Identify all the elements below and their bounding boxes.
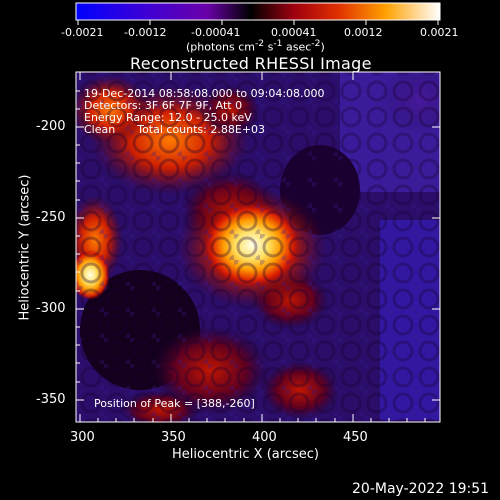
colorbar-units: (photons cm-2 s-1 asec-2)	[186, 38, 325, 54]
annotation-peak-position: Position of Peak = [388,-260]	[94, 397, 255, 410]
y-tick-label-minus300: -300	[36, 301, 66, 316]
y-tick-label-minus250: -250	[36, 210, 66, 225]
plot-frame	[75, 71, 441, 423]
x-axis-ticks	[79, 72, 426, 422]
colorbar-tick-6: 0.0021	[420, 26, 459, 39]
annotation-method: Clean	[84, 123, 116, 136]
x-tick-label-450: 450	[343, 430, 368, 445]
x-tick-label-350: 350	[161, 430, 186, 445]
annotation-energy-range: Energy Range: 12.0 - 25.0 keV	[84, 111, 252, 124]
annotation-total-counts: Total counts: 2.88E+03	[137, 123, 266, 136]
colorbar-tick-4: 0.00041	[271, 26, 317, 39]
colorbar-gradient	[75, 2, 441, 21]
x-tick-label-300: 300	[70, 430, 95, 445]
colorbar-tick-3: -0.00041	[191, 26, 241, 39]
colorbar-tick-1: -0.0021	[61, 26, 104, 39]
colorbar-tick-2: -0.0012	[124, 26, 167, 39]
y-tick-label-minus350: -350	[36, 392, 66, 407]
y-axis-label: Heliocentric Y (arcsec)	[17, 174, 33, 321]
image-pixels	[76, 72, 440, 422]
annotation-time-range: 19-Dec-2014 08:58:08.000 to 09:04:08.000	[84, 87, 325, 100]
generation-timestamp: 20-May-2022 19:51	[352, 481, 490, 497]
y-axis-ticks	[76, 90, 440, 401]
annotation-block: 19-Dec-2014 08:58:08.000 to 09:04:08.000…	[84, 88, 325, 136]
colorbar-tick-5: 0.0012	[344, 26, 383, 39]
x-tick-label-400: 400	[252, 430, 277, 445]
plot-title: Reconstructed RHESSI Image	[130, 54, 372, 73]
x-axis-label: Heliocentric X (arcsec)	[172, 447, 319, 462]
annotation-clean-line: Clean Total counts: 2.88E+03	[84, 124, 325, 136]
annotation-detectors: Detectors: 3F 6F 7F 9F, Att 0	[84, 99, 243, 112]
y-tick-label-minus200: -200	[36, 119, 66, 134]
